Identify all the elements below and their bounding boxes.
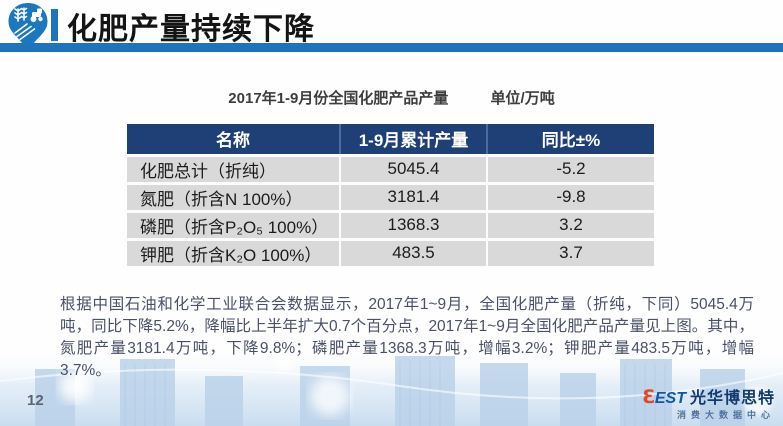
cell-output: 3181.4 xyxy=(339,181,488,212)
page-title: 化肥产量持续下降 xyxy=(67,13,315,46)
brand-subtitle: 消费大数据中心 xyxy=(676,410,775,420)
cell-output: 1368.3 xyxy=(339,209,488,240)
page-number: 12 xyxy=(27,392,44,409)
fertilizer-production-table: 名称 1-9月累计产量 同比±% 化肥总计（折纯） 5045.4 -5.2 氮肥… xyxy=(127,124,654,268)
title-accent-bar xyxy=(51,9,58,41)
header-rule xyxy=(0,43,783,52)
column-header-output: 1-9月累计产量 xyxy=(339,124,487,155)
brand-name: 光华博思特 xyxy=(689,390,775,407)
best-logo-b-icon: 3 xyxy=(641,386,655,408)
cell-output: 483.5 xyxy=(339,237,488,268)
table-row: 氮肥（折含N 100%） 3181.4 -9.8 xyxy=(127,181,654,212)
table-row: 化肥总计（折纯） 5045.4 -5.2 xyxy=(127,153,654,184)
body-paragraph: 根据中国石油和化学工业联合会数据显示，2017年1~9月，全国化肥产量（折纯，下… xyxy=(60,296,754,379)
column-header-yoy: 同比±% xyxy=(486,124,654,155)
footer-brand-logo: 3 EST 光华博思特 消费大数据中心 xyxy=(641,386,775,420)
cell-output: 5045.4 xyxy=(339,153,488,184)
table-caption: 2017年1-9月份全国化肥产品产量 单位/万吨 xyxy=(0,87,783,108)
cell-name: 化肥总计（折纯） xyxy=(127,153,341,184)
table-row: 钾肥（折含K₂O 100%） 483.5 3.7 xyxy=(127,237,654,268)
slide-header: 化肥产量持续下降 xyxy=(0,0,783,52)
agriculture-pin-logo-icon xyxy=(8,3,48,50)
table-title: 2017年1-9月份全国化肥产品产量 xyxy=(228,90,449,107)
column-header-name: 名称 xyxy=(127,124,340,155)
cityscape-background xyxy=(0,351,783,426)
cell-yoy: 3.7 xyxy=(486,237,654,268)
cell-name: 磷肥（折含P₂O₅ 100%） xyxy=(127,209,341,240)
cell-name: 钾肥（折含K₂O 100%） xyxy=(127,237,341,268)
cell-yoy: -9.8 xyxy=(486,181,654,212)
table-header-row: 名称 1-9月累计产量 同比±% xyxy=(127,124,654,155)
cell-yoy: 3.2 xyxy=(486,209,654,240)
table-row: 磷肥（折含P₂O₅ 100%） 1368.3 3.2 xyxy=(127,209,654,240)
cell-yoy: -5.2 xyxy=(486,153,654,184)
table-unit-label: 单位/万吨 xyxy=(490,90,555,107)
best-logo-est: EST xyxy=(654,390,686,407)
cell-name: 氮肥（折含N 100%） xyxy=(127,181,341,212)
